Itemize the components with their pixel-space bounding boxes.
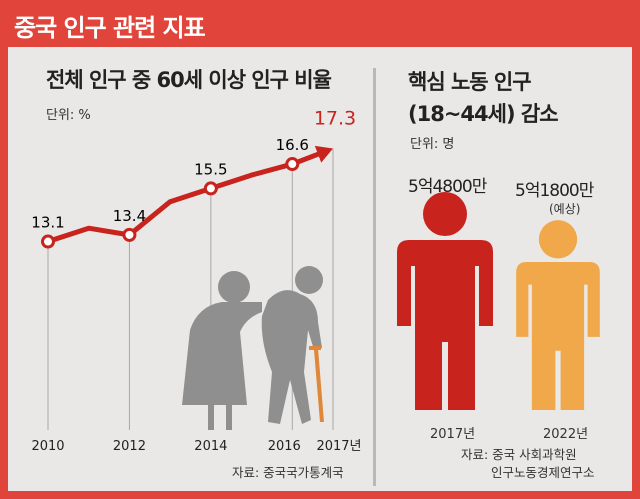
point-label-2010: 13.1 xyxy=(31,214,64,232)
panel-divider xyxy=(373,68,376,486)
line-chart-unit: 단위: % xyxy=(46,108,91,123)
category-label-2017: 2017년 xyxy=(430,427,476,442)
person-body xyxy=(516,261,600,410)
point-label-2012: 13.4 xyxy=(113,207,146,225)
category-label-2022: 2022년 xyxy=(543,427,589,442)
bottom-border xyxy=(0,491,640,499)
person-icon-2022 xyxy=(516,220,600,410)
point-label-2014: 15.5 xyxy=(194,160,227,178)
people-chart xyxy=(397,192,600,410)
person-icon-2017 xyxy=(397,192,493,410)
point-2012 xyxy=(122,227,137,242)
x-tick-1: 2012 xyxy=(113,439,146,454)
point-2014 xyxy=(203,181,218,196)
x-tick-2: 2014 xyxy=(194,439,227,454)
right-border xyxy=(632,47,640,499)
point-2010 xyxy=(41,234,55,249)
point-label-2017: 17.3 xyxy=(314,108,356,130)
line-points xyxy=(41,157,300,249)
bar-chart-title-line1: 핵심 노동 인구 xyxy=(408,70,532,94)
line-labels: 13.1 13.4 15.5 16.6 17.3 xyxy=(31,108,356,232)
header-bar: 중국 인구 관련 지표 xyxy=(0,0,640,47)
x-tick-3: 2016 xyxy=(268,439,301,454)
person-head xyxy=(423,192,467,236)
line-chart: 13.1 13.415.516.617.3 2010 2012 2014 2016 201… xyxy=(31,108,361,454)
elderly-couple-icon xyxy=(182,266,324,430)
point-2016 xyxy=(285,157,300,172)
point-label-2016: 16.6 xyxy=(276,136,309,154)
page-title: 중국 인구 관련 지표 xyxy=(14,14,206,42)
value-label-2022: 5억1800만 xyxy=(515,181,594,201)
line-chart-source: 자료: 중국국가통계국 xyxy=(232,465,344,480)
left-border xyxy=(0,47,8,499)
arrow-head xyxy=(314,145,333,163)
bar-chart-source-line1: 자료: 중국 사회과학원 xyxy=(461,447,577,462)
x-ticks: 2010 2012 2014 2016 2017년 xyxy=(31,439,361,454)
bar-chart-unit: 단위: 명 xyxy=(410,137,455,152)
line-series xyxy=(47,145,333,244)
person-head xyxy=(538,220,578,259)
series-line xyxy=(47,149,325,244)
person-body xyxy=(397,240,493,410)
value-label-2017: 5억4800만 xyxy=(408,177,487,197)
line-chart-title: 전체 인구 중 60세 이상 인구 비율 xyxy=(46,68,332,92)
bar-chart-title-line2: (18~44세) 감소 xyxy=(408,102,559,126)
x-tick-0: 2010 xyxy=(31,439,64,454)
x-tick-4: 2017년 xyxy=(316,439,361,454)
bar-chart-source-line2: 인구노동경제연구소 xyxy=(491,465,595,480)
forecast-note: (예상) xyxy=(549,202,581,216)
